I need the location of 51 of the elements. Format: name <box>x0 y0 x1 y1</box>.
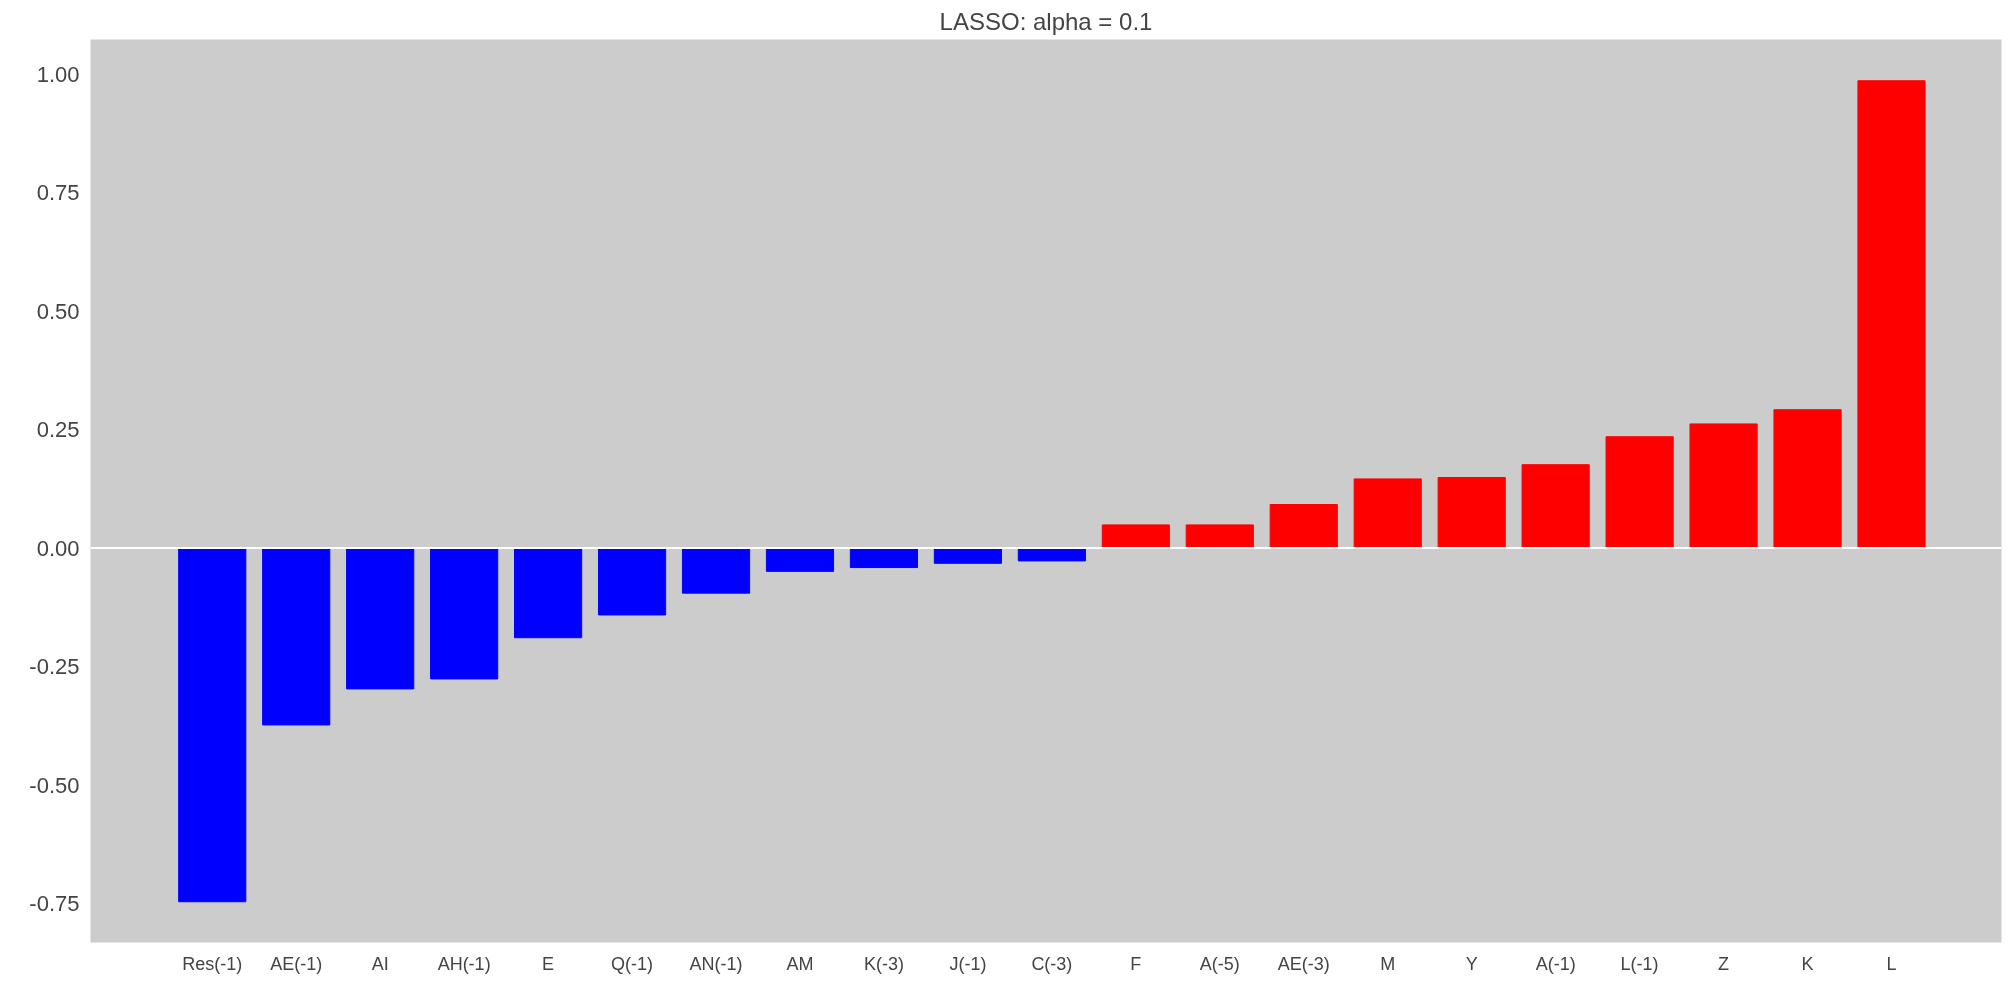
y-tick-label: -0.75 <box>29 891 80 917</box>
y-tick-label: 0.00 <box>36 535 80 561</box>
y-tick-label: -0.25 <box>29 654 80 680</box>
bar <box>1353 478 1422 549</box>
x-tick-label: Y <box>1465 953 1478 974</box>
bar <box>1857 80 1926 549</box>
bar <box>1017 547 1086 562</box>
x-tick-label: AE(-1) <box>270 953 323 974</box>
x-tick-label: AN(-1) <box>689 953 743 974</box>
x-tick-label: AH(-1) <box>437 953 491 974</box>
bar <box>597 547 667 616</box>
x-tick-label: F <box>1130 953 1142 974</box>
bar <box>1269 504 1338 549</box>
y-tick-label: 0.25 <box>36 417 80 443</box>
bar <box>1773 409 1842 549</box>
y-tick-label: -0.50 <box>29 772 80 798</box>
x-tick-label: L <box>1886 953 1897 974</box>
x-tick-label: A(-5) <box>1199 953 1240 974</box>
x-tick-label: A(-1) <box>1535 953 1576 974</box>
bar <box>514 547 583 639</box>
bar <box>262 547 331 726</box>
x-tick-label: E <box>542 953 555 974</box>
bar <box>1605 436 1674 549</box>
bar <box>1689 423 1758 549</box>
x-tick-label: J(-1) <box>949 953 987 974</box>
bar <box>178 547 247 903</box>
x-tick-label: L(-1) <box>1620 953 1659 974</box>
x-tick-label: AM <box>786 953 814 974</box>
x-tick-label: AI <box>371 953 389 974</box>
bar <box>849 547 919 569</box>
x-tick-label: K(-3) <box>863 953 904 974</box>
x-tick-label: Res(-1) <box>182 953 243 974</box>
bar <box>430 547 499 680</box>
x-tick-label: C(-3) <box>1031 953 1073 974</box>
bar <box>1521 464 1590 549</box>
bar <box>681 547 751 594</box>
y-tick-label: 0.75 <box>36 180 80 206</box>
x-tick-label: Z <box>1718 953 1730 974</box>
x-tick-label: AE(-3) <box>1277 953 1330 974</box>
bar <box>1185 524 1254 549</box>
x-tick-label: Q(-1) <box>611 953 654 974</box>
chart-title: LASSO: alpha = 0.1 <box>939 7 1153 35</box>
bar <box>765 547 835 572</box>
bar <box>346 547 415 690</box>
y-tick-label: 0.50 <box>36 298 80 324</box>
x-tick-label: K <box>1801 953 1814 974</box>
y-tick-label: 1.00 <box>36 61 80 87</box>
x-tick-label: M <box>1380 953 1396 974</box>
bar <box>933 547 1002 564</box>
bar <box>1437 476 1506 549</box>
bar <box>1101 524 1170 549</box>
